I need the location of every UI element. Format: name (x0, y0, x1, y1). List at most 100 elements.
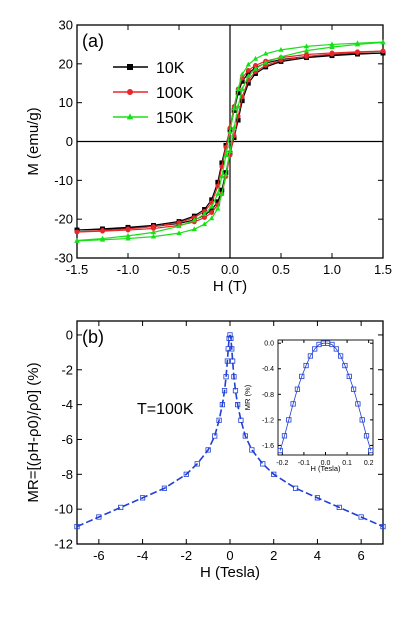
data-point-100K (245, 68, 251, 73)
y-tick-label: -4 (61, 397, 73, 412)
data-point-MR (161, 485, 168, 491)
data-point-inset (307, 353, 313, 359)
data-point-MR (292, 485, 299, 491)
data-point-150K (223, 152, 229, 158)
x-axis-label: H (Tesla) (200, 564, 260, 581)
y-tick-label: -6 (61, 432, 73, 447)
data-point-150K (252, 66, 259, 71)
data-point-150K (201, 211, 208, 217)
data-point-150K (209, 215, 215, 221)
data-point-100K (380, 48, 386, 54)
x-tick-label: 1.5 (374, 262, 392, 277)
y-axis-label: M (emu/g) (25, 107, 42, 175)
data-point-150K (380, 39, 386, 45)
y-tick-label: 0.0 (264, 341, 274, 348)
data-point-100K (329, 51, 335, 57)
y-tick-label: -10 (54, 502, 73, 517)
data-point-150K (239, 86, 245, 91)
legend-label: 10K (156, 60, 185, 77)
data-point-150K (219, 173, 225, 179)
y-tick-label: -12 (54, 537, 73, 552)
data-point-10K (235, 90, 241, 96)
x-tick-label: 6 (358, 548, 365, 563)
legend-label: 150K (156, 110, 194, 127)
data-point-150K (219, 191, 225, 196)
data-point-150K (239, 71, 245, 77)
data-point-150K (227, 148, 233, 154)
legend-marker (126, 113, 134, 120)
data-point-150K (150, 229, 157, 235)
x-tick-label: 0.0 (321, 460, 331, 467)
data-point-100K (253, 62, 258, 68)
data-point-150K (201, 221, 208, 227)
data-point-150K (278, 53, 284, 59)
y-tick-label: -0.8 (262, 392, 274, 399)
legend-label: 100K (156, 85, 194, 102)
data-point-150K (191, 217, 197, 223)
x-tick-label: -0.1 (298, 460, 310, 467)
x-tick-label: 2 (270, 548, 277, 563)
data-point-inset (355, 401, 361, 407)
data-point-150K (74, 238, 80, 243)
data-point-MR (74, 523, 80, 530)
data-point-150K (209, 203, 215, 209)
data-point-MR (96, 514, 102, 520)
data-point-150K (215, 191, 221, 196)
data-point-inset (329, 341, 335, 348)
data-point-150K (215, 205, 221, 211)
data-point-inset (299, 373, 305, 380)
data-point-10K (239, 78, 245, 84)
data-point-10K (235, 117, 241, 123)
x-tick-label: 0.0 (221, 262, 239, 277)
data-point-10K (239, 98, 245, 104)
y-axis-label: MR=[(ρH-ρ0)/ρ0] (%) (25, 362, 42, 502)
data-point-150K (150, 233, 157, 239)
data-point-150K (191, 226, 197, 232)
data-point-MR (336, 504, 342, 511)
data-point-150K (125, 235, 131, 241)
data-point-150K (99, 236, 106, 242)
data-point-inset (312, 346, 318, 352)
y-tick-label: -1.2 (262, 417, 274, 424)
y-tick-label: 0 (66, 327, 73, 342)
x-tick-label: 0.5 (272, 262, 290, 277)
data-point-MR (249, 447, 255, 453)
y-tick-label: 30 (59, 18, 73, 33)
y-tick-label: -20 (54, 212, 73, 227)
data-point-100K (151, 226, 156, 231)
data-point-inset (359, 417, 365, 423)
data-point-inset (286, 417, 292, 423)
y-tick-label: -10 (54, 173, 73, 188)
data-point-100K (100, 228, 105, 234)
data-point-150K (263, 50, 269, 56)
data-point-MR (205, 447, 211, 453)
x-tick-label: -2 (181, 548, 193, 563)
legend-marker (127, 89, 133, 95)
data-point-150K (231, 125, 237, 130)
data-point-150K (329, 41, 335, 47)
data-point-150K (235, 103, 241, 109)
data-point-150K (176, 223, 182, 229)
x-axis-label: H (T) (213, 278, 247, 295)
data-point-MR (194, 461, 200, 467)
data-point-150K (245, 61, 251, 67)
data-point-inset (290, 401, 296, 407)
y-axis-label: MR (%) (243, 384, 252, 410)
y-tick-label: -30 (54, 251, 73, 266)
data-point-inset (368, 447, 374, 454)
data-point-150K (252, 55, 259, 61)
x-tick-label: -6 (93, 548, 105, 563)
x-axis-label: H (Tesla) (310, 464, 341, 473)
x-tick-label: -1.0 (117, 262, 139, 277)
data-point-10K (215, 199, 221, 205)
data-point-150K (263, 59, 269, 65)
panel-label: (b) (82, 327, 104, 347)
x-tick-label: -0.5 (168, 262, 190, 277)
panel-b-inset-chart: -0.2 -0.1 0.0 0.1 0.2 0.0 -0.4 -0.8 -1.2 -1.6 H (T… (243, 339, 374, 473)
data-point-10K (219, 187, 225, 193)
data-point-10K (209, 197, 215, 203)
x-tick-label: -4 (137, 548, 149, 563)
data-point-10K (215, 179, 221, 185)
data-point-10K (219, 160, 225, 166)
